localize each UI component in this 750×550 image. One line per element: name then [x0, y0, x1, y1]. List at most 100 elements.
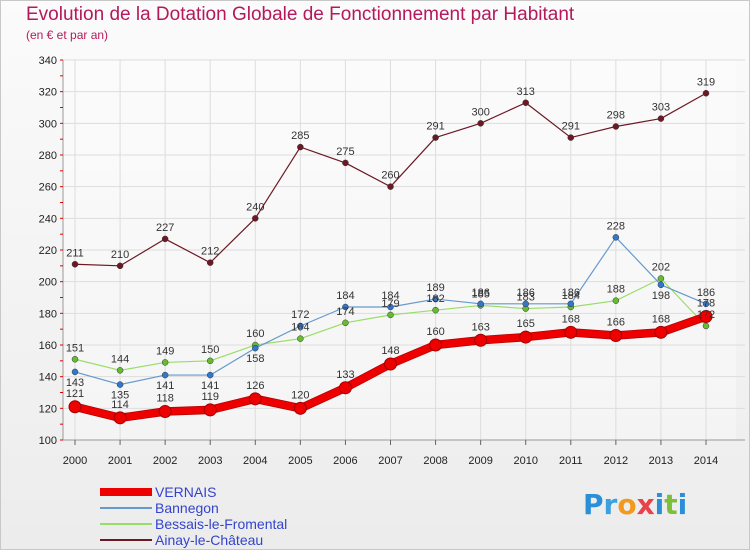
- data-point: [252, 215, 259, 222]
- data-label: 158: [246, 353, 264, 365]
- data-label: 185: [471, 288, 489, 300]
- data-point: [477, 120, 484, 127]
- data-point: [71, 368, 79, 376]
- data-label: 179: [381, 298, 399, 310]
- data-point: [702, 322, 710, 330]
- data-label: 174: [336, 306, 354, 318]
- data-point: [699, 310, 713, 323]
- y-tick-label: 320: [39, 87, 57, 99]
- data-label: 183: [517, 292, 535, 304]
- data-point: [612, 297, 620, 304]
- y-tick-label: 260: [39, 182, 57, 194]
- data-label: 141: [156, 380, 174, 392]
- y-tick-label: 280: [39, 150, 57, 162]
- data-point: [293, 401, 307, 415]
- data-point: [206, 357, 214, 365]
- data-point: [206, 259, 214, 266]
- x-tick-label: 2011: [559, 455, 583, 467]
- data-point: [71, 356, 79, 363]
- data-point: [252, 344, 259, 352]
- x-tick-label: 2005: [288, 455, 312, 467]
- data-label: 210: [111, 249, 129, 261]
- data-point: [71, 261, 79, 268]
- chart-legend: VERNAIS Bannegon Bessais-le-Fromental Ai…: [100, 484, 400, 548]
- data-label: 144: [111, 353, 129, 365]
- x-tick-label: 2014: [694, 455, 718, 467]
- data-point: [161, 235, 169, 243]
- data-point: [609, 329, 623, 342]
- data-label: 260: [381, 170, 399, 182]
- logo-letter: o: [617, 488, 637, 521]
- data-point: [522, 300, 529, 308]
- data-point: [113, 411, 127, 425]
- data-label: 120: [291, 389, 309, 401]
- data-label: 150: [201, 344, 219, 356]
- data-label: 186: [517, 287, 535, 299]
- data-point: [248, 392, 262, 406]
- data-label: 300: [471, 106, 489, 118]
- data-label: 172: [291, 309, 309, 321]
- data-point: [657, 275, 665, 282]
- proxiti-logo: Proxiti: [583, 488, 687, 521]
- legend-item-3: Ainay-le-Château: [100, 532, 400, 548]
- legend-label-1: Bannegon: [155, 500, 219, 516]
- data-point: [657, 115, 665, 122]
- data-point: [432, 295, 439, 303]
- data-point: [432, 306, 439, 314]
- y-tick-label: 120: [39, 403, 57, 415]
- logo-letter: x: [636, 488, 655, 521]
- data-point: [342, 303, 349, 311]
- data-label: 313: [517, 86, 535, 98]
- data-point: [161, 371, 169, 379]
- data-point: [203, 403, 217, 417]
- data-label: 188: [607, 284, 625, 296]
- data-point: [297, 335, 304, 342]
- y-tick-label: 340: [39, 55, 57, 67]
- data-label: 165: [517, 318, 535, 330]
- data-label: 186: [471, 287, 489, 299]
- data-point: [612, 123, 620, 130]
- data-label: 172: [697, 309, 715, 321]
- legend-swatch-2: [100, 523, 152, 525]
- data-label: 227: [156, 222, 174, 234]
- logo-letter: i: [677, 488, 688, 521]
- x-tick-label: 2008: [423, 455, 447, 467]
- legend-label-0: VERNAIS: [155, 484, 217, 500]
- data-label: 126: [246, 380, 264, 392]
- legend-label-3: Ainay-le-Château: [155, 532, 264, 548]
- y-tick-label: 300: [39, 118, 57, 130]
- data-point: [474, 333, 488, 347]
- data-point: [116, 367, 124, 374]
- data-point: [429, 338, 443, 352]
- data-point: [68, 400, 82, 414]
- data-point: [564, 325, 578, 339]
- data-point: [384, 357, 397, 371]
- data-point: [519, 330, 533, 344]
- x-tick-label: 2013: [649, 455, 673, 467]
- data-label: 186: [697, 287, 715, 299]
- x-tick-label: 2002: [153, 455, 177, 467]
- legend-item-0: VERNAIS: [100, 484, 400, 500]
- data-point: [567, 134, 575, 141]
- x-tick-label: 2012: [604, 455, 628, 467]
- data-label: 168: [562, 313, 580, 325]
- logo-letter: r: [603, 488, 618, 521]
- data-label: 148: [381, 345, 399, 357]
- legend-swatch-0: [100, 488, 152, 496]
- data-label: 160: [246, 328, 264, 340]
- legend-item-1: Bannegon: [100, 500, 400, 516]
- data-label: 186: [562, 287, 580, 299]
- data-label: 228: [607, 220, 625, 232]
- data-point: [342, 319, 349, 327]
- data-label: 164: [291, 322, 309, 334]
- data-label: 143: [66, 377, 84, 389]
- data-label: 178: [697, 298, 715, 310]
- data-point: [158, 405, 172, 418]
- data-label: 184: [381, 290, 399, 302]
- y-tick-label: 220: [39, 245, 57, 257]
- data-label: 160: [426, 326, 444, 338]
- data-label: 166: [607, 317, 625, 329]
- data-label: 319: [697, 76, 715, 88]
- data-label: 119: [201, 391, 219, 403]
